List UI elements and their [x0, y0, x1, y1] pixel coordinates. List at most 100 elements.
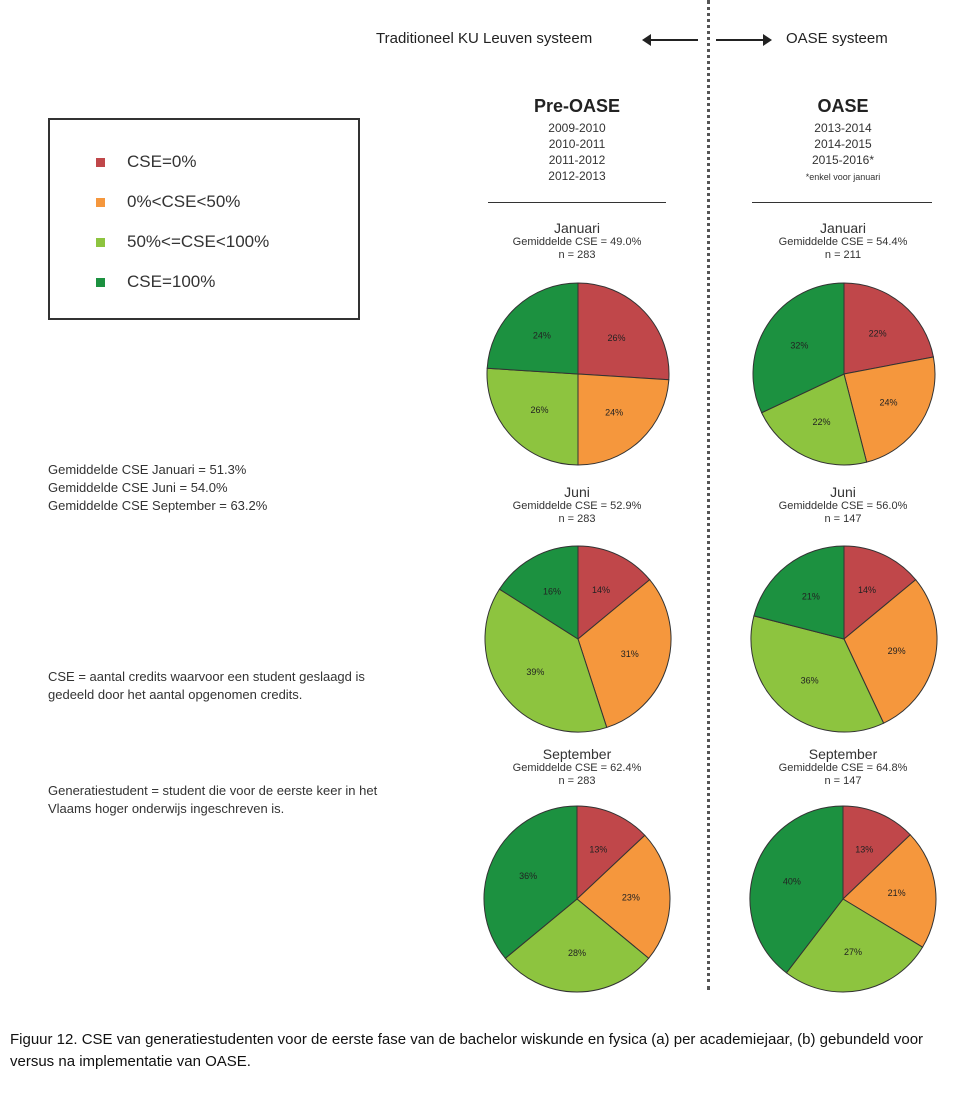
pre-oase-rule — [488, 202, 666, 203]
legend-item: CSE=100% — [96, 272, 215, 292]
pie-slice-cse-lt50 — [577, 579, 672, 729]
legend-item: 0%<CSE<50% — [96, 192, 240, 212]
pie-slice-cse-lt100 — [760, 373, 868, 466]
pie-slice-label: 32% — [790, 341, 808, 351]
pie-slice-label: 36% — [519, 871, 537, 881]
pie-slice-cse-lt100 — [484, 588, 608, 733]
pie-slice-cse-lt100 — [486, 367, 579, 466]
pie-slice-label: 24% — [880, 397, 898, 407]
pie-header: September Gemiddelde CSE = 64.8% n = 147 — [743, 746, 943, 788]
oase-rule — [752, 202, 932, 203]
pie-slice-label: 13% — [855, 844, 873, 854]
left-system-label: Traditioneel KU Leuven systeem — [376, 30, 593, 47]
pie-header: Juni Gemiddelde CSE = 56.0% n = 147 — [743, 484, 943, 526]
pie-n: n = 147 — [824, 775, 862, 787]
oase-years: 2013-2014 2014-2015 2015-2016* — [758, 120, 928, 168]
pie-slice-cse-0 — [577, 545, 651, 641]
pie-slice-label: 14% — [592, 585, 610, 595]
pie-n: n = 211 — [824, 249, 862, 261]
pie-slice-cse-100 — [498, 545, 579, 640]
pie-month: Januari — [820, 220, 866, 236]
pie-month: September — [808, 746, 878, 762]
pie-slice-cse-lt50 — [843, 356, 936, 463]
pie-slice-label: 21% — [802, 591, 820, 601]
legend-label: 50%<=CSE<100% — [127, 232, 270, 251]
pie-slice-label: 13% — [589, 844, 607, 854]
pre-oase-header: Pre-OASE 2009-2010 2010-2011 2011-2012 2… — [492, 96, 662, 184]
legend-item: 50%<=CSE<100% — [96, 232, 269, 252]
oase-title: OASE — [817, 96, 869, 116]
right-arrow-icon — [716, 34, 772, 46]
pie-chart-oase-september: 13% 21% 27% 40% — [749, 805, 937, 993]
pie-slice-cse-100 — [752, 282, 845, 414]
pie-month: Juni — [564, 484, 590, 500]
pie-slice-label: 26% — [531, 405, 549, 415]
pie-month: September — [542, 746, 612, 762]
pie-slice-cse-lt100 — [785, 898, 924, 993]
pie-slice-cse-lt50 — [576, 834, 671, 959]
pie-slice-cse-0 — [843, 282, 934, 375]
pie-n: n = 283 — [558, 249, 596, 261]
pie-slice-label: 28% — [568, 948, 586, 958]
pie-slice-label: 21% — [888, 888, 906, 898]
pre-oase-title: Pre-OASE — [533, 96, 621, 116]
pie-average: Gemiddelde CSE = 56.0% — [778, 500, 908, 512]
pie-slice-label: 39% — [526, 667, 544, 677]
pie-slice-cse-lt50 — [577, 373, 670, 466]
pie-average: Gemiddelde CSE = 52.9% — [512, 500, 642, 512]
system-divider — [707, 0, 710, 990]
pie-slice-cse-100 — [753, 545, 845, 640]
year-label: 2015-2016* — [811, 153, 875, 167]
pie-chart-oase-juni: 14% 29% 36% 21% — [750, 545, 938, 733]
pie-slice-cse-lt50 — [842, 834, 937, 948]
pie-slice-label: 16% — [543, 587, 561, 597]
right-system-label: OASE systeem — [786, 30, 888, 47]
legend-swatch — [96, 237, 105, 247]
pie-slice-label: 14% — [858, 585, 876, 595]
cse-definition: CSE = aantal credits waarvoor een studen… — [48, 669, 365, 702]
pie-month: Juni — [830, 484, 856, 500]
pie-slice-label: 24% — [605, 407, 623, 417]
pie-slice-label: 40% — [783, 877, 801, 887]
pre-oase-years: 2009-2010 2010-2011 2011-2012 2012-2013 — [492, 120, 662, 184]
year-label: 2012-2013 — [548, 169, 606, 183]
pie-slice-cse-0 — [843, 545, 917, 641]
year-label: 2010-2011 — [548, 137, 606, 151]
pie-slice-label: 29% — [888, 646, 906, 656]
pie-slice-cse-lt100 — [750, 615, 885, 733]
pie-average: Gemiddelde CSE = 64.8% — [778, 762, 908, 774]
average-summary: Gemiddelde CSE Januari = 51.3% Gemiddeld… — [48, 461, 408, 515]
pie-slice-label: 31% — [621, 649, 639, 659]
year-label: 2014-2015 — [814, 137, 872, 151]
student-definition: Generatiestudent = student die voor de e… — [48, 783, 378, 816]
pie-average: Gemiddelde CSE = 49.0% — [512, 236, 642, 248]
average-juni: Gemiddelde CSE Juni = 54.0% — [48, 480, 228, 495]
oase-header: OASE 2013-2014 2014-2015 2015-2016* *enk… — [758, 96, 928, 182]
pie-slice-label: 22% — [813, 417, 831, 427]
year-label: 2011-2012 — [548, 153, 606, 167]
legend-item: CSE=0% — [96, 152, 196, 172]
pie-month: Januari — [554, 220, 600, 236]
pie-slice-cse-100 — [749, 805, 844, 974]
pie-n: n = 283 — [558, 513, 596, 525]
pie-slice-label: 26% — [607, 333, 625, 343]
legend-swatch — [96, 157, 105, 167]
oase-note: *enkel voor januari — [805, 172, 881, 182]
legend: CSE=0% 0%<CSE<50% 50%<=CSE<100% CSE=100% — [48, 118, 360, 320]
pie-slice-cse-0 — [577, 282, 670, 381]
average-september: Gemiddelde CSE September = 63.2% — [48, 498, 268, 513]
pie-slice-label: 22% — [869, 328, 887, 338]
pie-chart-pre-september: 13% 23% 28% 36% — [483, 805, 671, 993]
pie-chart-pre-januari: 26% 24% 26% 24% — [486, 282, 670, 466]
pie-header: Juni Gemiddelde CSE = 52.9% n = 283 — [477, 484, 677, 526]
pie-slice-cse-0 — [576, 805, 646, 901]
figure-caption: Figuur 12. CSE van generatiestudenten vo… — [10, 1031, 924, 1070]
legend-swatch — [96, 197, 105, 207]
pie-slice-cse-lt100 — [504, 898, 650, 993]
year-label: 2009-2010 — [548, 121, 606, 135]
pie-slice-cse-100 — [486, 282, 579, 375]
average-januari: Gemiddelde CSE Januari = 51.3% — [48, 462, 247, 477]
legend-label: CSE=100% — [127, 272, 216, 291]
pie-average: Gemiddelde CSE = 62.4% — [512, 762, 642, 774]
pie-n: n = 283 — [558, 775, 596, 787]
